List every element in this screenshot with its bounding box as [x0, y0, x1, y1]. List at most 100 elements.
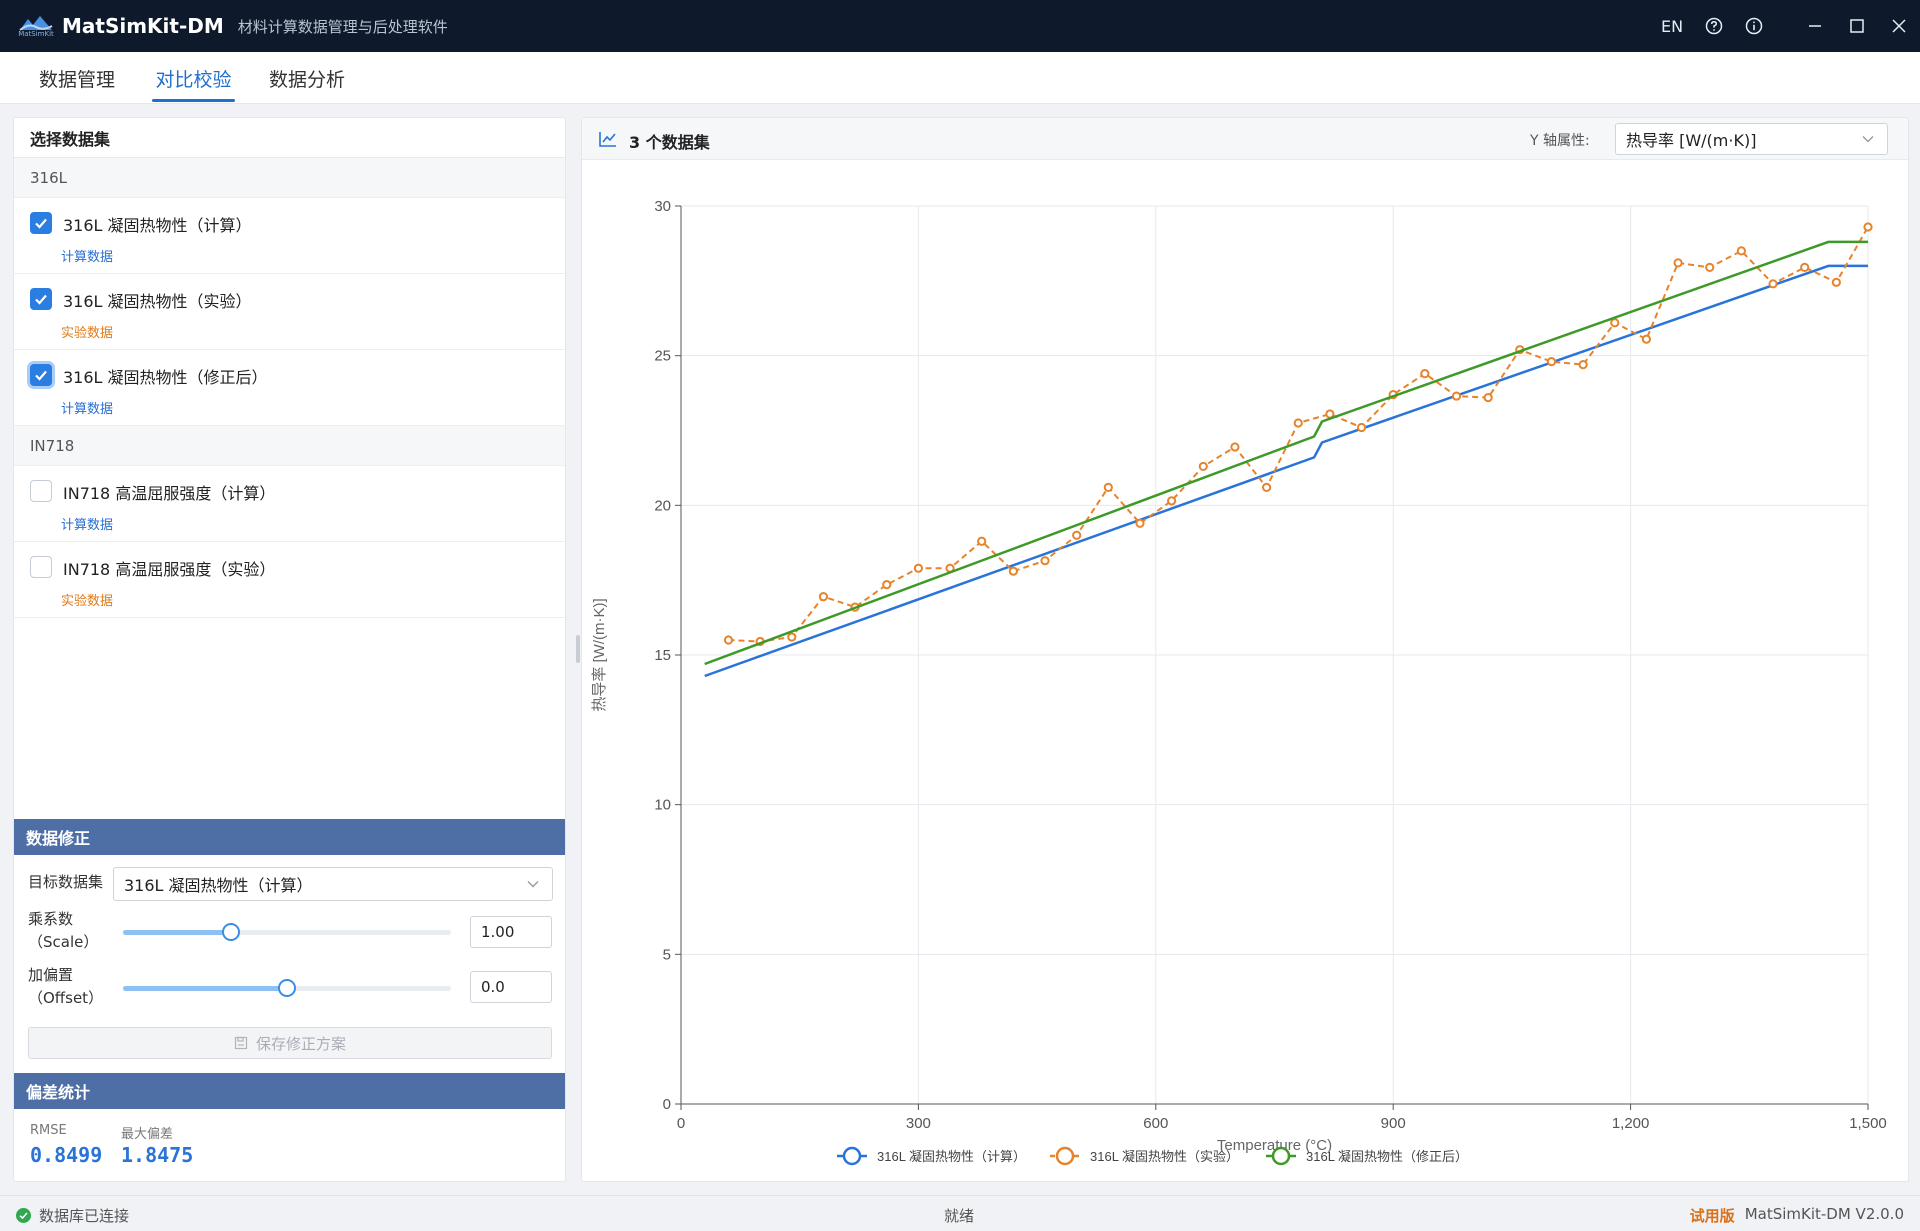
data-point: [1261, 482, 1272, 492]
data-point: [1483, 392, 1493, 403]
data-point: [1420, 369, 1430, 379]
offset-input[interactable]: 0.0: [470, 971, 552, 1003]
app-logo: MatSimKit: [16, 9, 56, 43]
dataset-checkbox[interactable]: [30, 480, 52, 502]
dataset-name: 316L 凝固热物性（计算）: [63, 216, 252, 235]
dataset-item[interactable]: 316L 凝固热物性（实验） 实验数据: [14, 274, 565, 350]
data-point: [1800, 262, 1810, 272]
dataset-tag: 计算数据: [61, 250, 114, 265]
save-icon: [234, 1036, 248, 1050]
dataset-checkbox[interactable]: [30, 556, 52, 578]
data-point: [1705, 262, 1715, 272]
app-title: MatSimKit-DM: [62, 14, 224, 38]
chart-dataset-count: 3 个数据集: [629, 133, 710, 152]
line-chart-icon: [599, 132, 616, 147]
offset-slider-fill: [123, 986, 287, 991]
chart-header: 3 个数据集 Y 轴属性: 热导率 [W/(m·K)]: [582, 118, 1908, 160]
y-tick-label: 5: [663, 946, 671, 963]
data-point: [1072, 530, 1082, 540]
dataset-item[interactable]: IN718 高温屈服强度（实验） 实验数据: [14, 542, 565, 618]
rmse-label: RMSE: [30, 1123, 67, 1138]
data-point: [1736, 246, 1746, 256]
tab-compare-validate[interactable]: 对比校验: [152, 52, 235, 104]
panel-splitter-handle[interactable]: [576, 635, 580, 663]
dataset-item[interactable]: 316L 凝固热物性（计算） 计算数据: [14, 198, 565, 274]
db-status: 数据库已连接: [39, 1207, 130, 1225]
data-point: [913, 563, 923, 573]
offset-slider[interactable]: [123, 979, 451, 997]
legend-label: 316L 凝固热物性（实验）: [1090, 1149, 1239, 1164]
dataset-name: IN718 高温屈服强度（实验）: [63, 560, 276, 579]
status-bar: 数据库已连接 就绪 试用版 MatSimKit-DM V2.0.0: [0, 1195, 1920, 1231]
data-point: [977, 536, 987, 546]
x-tick-label: 300: [906, 1115, 931, 1132]
check-icon: [35, 294, 47, 305]
chevron-down-icon: [1862, 136, 1874, 143]
app-subtitle: 材料计算数据管理与后处理软件: [237, 17, 448, 36]
y-axis-property-label: Y 轴属性:: [1530, 133, 1590, 149]
max-deviation-label: 最大偏差: [121, 1127, 174, 1142]
close-icon[interactable]: [1878, 0, 1920, 52]
logo-wave-icon: [19, 16, 53, 31]
data-point: [1040, 556, 1050, 566]
x-tick-label: 600: [1143, 1115, 1168, 1132]
data-point: [1198, 461, 1208, 472]
x-axis-label: Temperature (°C): [1217, 1137, 1332, 1154]
save-correction-label: 保存修正方案: [255, 1034, 346, 1053]
target-dataset-select[interactable]: 316L 凝固热物性（计算）: [113, 867, 553, 901]
data-point: [1451, 391, 1462, 401]
stats-section-title: 偏差统计: [14, 1073, 565, 1109]
scale-input[interactable]: 1.00: [470, 916, 552, 948]
data-point: [787, 632, 797, 642]
data-point: [1863, 222, 1873, 232]
group-label-316l: 316L: [14, 158, 565, 198]
dataset-tag: 计算数据: [61, 518, 114, 533]
scale-slider[interactable]: [123, 923, 451, 941]
data-point: [818, 592, 829, 602]
main-tabs: 数据管理 对比校验 数据分析: [0, 52, 1920, 104]
chevron-down-icon: [527, 881, 539, 888]
x-tick-label: 0: [677, 1115, 685, 1132]
y-tick-label: 10: [654, 797, 671, 814]
scale-slider-thumb[interactable]: [222, 923, 241, 941]
dataset-tag: 实验数据: [61, 326, 114, 341]
max-deviation-value: 1.8475: [121, 1143, 194, 1167]
data-point: [1673, 258, 1683, 268]
dataset-name: 316L 凝固热物性（修正后）: [63, 368, 268, 387]
data-point: [1546, 357, 1557, 367]
trial-badge: 试用版: [1689, 1207, 1735, 1225]
legend-label: 316L 凝固热物性（修正后）: [1306, 1149, 1468, 1164]
dataset-tag: 计算数据: [61, 402, 114, 417]
dataset-panel-title: 选择数据集: [14, 118, 565, 158]
chart-panel: 3 个数据集 Y 轴属性: 热导率 [W/(m·K)] 0 5 10 15 20 25 30…: [581, 117, 1909, 1182]
dataset-checkbox[interactable]: [30, 288, 52, 310]
dataset-name: 316L 凝固热物性（实验）: [63, 292, 252, 311]
target-dataset-label: 目标数据集: [28, 873, 104, 891]
scale-label: 乘系数: [28, 910, 74, 928]
series-line-1: [704, 264, 1868, 678]
dataset-item[interactable]: IN718 高温屈服强度（计算） 计算数据: [14, 466, 565, 542]
tab-data-management[interactable]: 数据管理: [38, 68, 115, 91]
tab-data-analysis[interactable]: 数据分析: [268, 68, 345, 91]
save-correction-button[interactable]: 保存修正方案: [28, 1027, 552, 1059]
legend-label: 316L 凝固热物性（计算）: [877, 1149, 1026, 1164]
offset-slider-thumb[interactable]: [278, 979, 296, 997]
y-axis-property-select[interactable]: 热导率 [W/(m·K)]: [1615, 123, 1888, 155]
x-tick-label: 1,500: [1849, 1115, 1887, 1132]
x-tick-label: 900: [1381, 1115, 1406, 1132]
app-version: MatSimKit-DM V2.0.0: [1744, 1205, 1904, 1223]
maximize-icon[interactable]: [1836, 0, 1878, 52]
minimize-icon[interactable]: [1794, 0, 1836, 52]
offset-label: 加偏置: [28, 966, 74, 984]
dataset-checkbox[interactable]: [30, 212, 52, 234]
language-toggle[interactable]: EN: [1660, 16, 1684, 36]
info-icon[interactable]: [1734, 0, 1774, 52]
dataset-item[interactable]: 316L 凝固热物性（修正后） 计算数据: [14, 350, 565, 426]
dataset-checkbox[interactable]: [30, 364, 52, 386]
dataset-name: IN718 高温屈服强度（计算）: [63, 484, 276, 503]
y-tick-label: 25: [654, 348, 671, 365]
y-tick-label: 0: [663, 1096, 671, 1113]
help-icon[interactable]: [1694, 0, 1734, 52]
data-point: [1610, 318, 1620, 328]
